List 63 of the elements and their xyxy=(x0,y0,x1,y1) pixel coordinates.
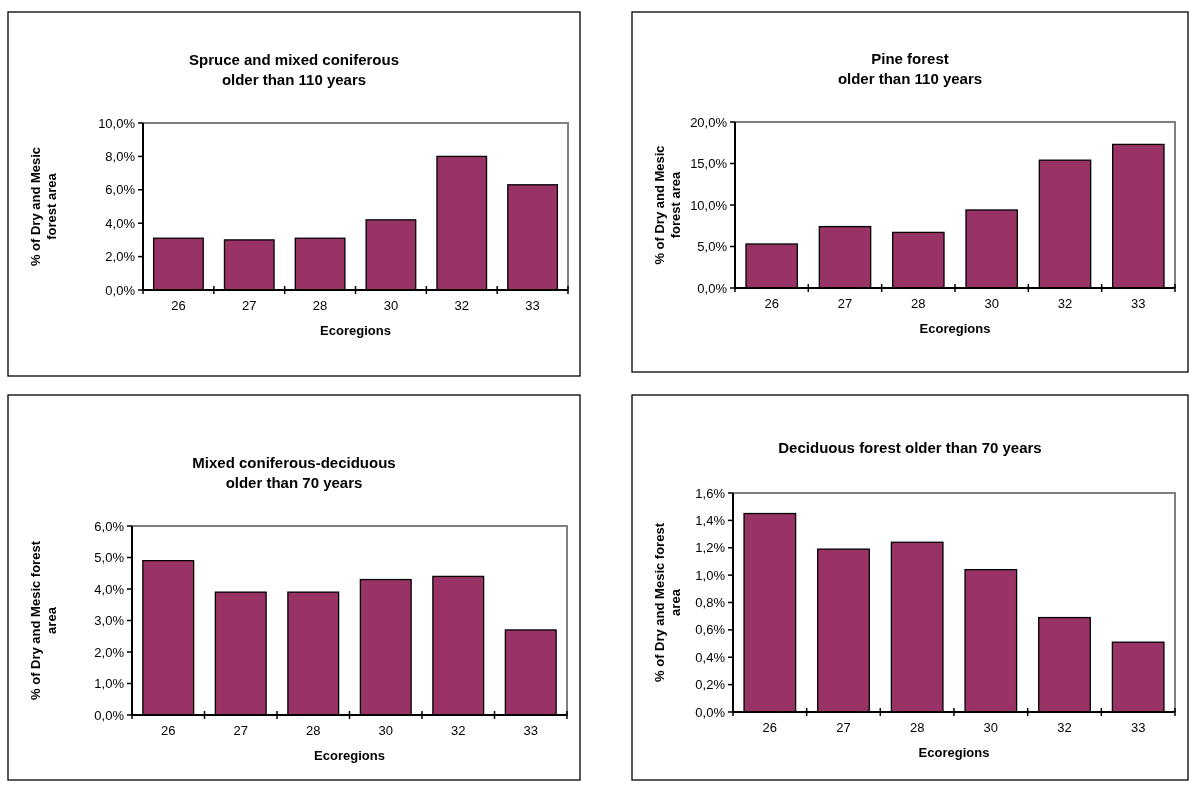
y-tick-label: 0,6% xyxy=(695,622,726,638)
y-axis-title: % of Dry and Mesic forest area xyxy=(28,540,59,700)
y-tick-label: 15,0% xyxy=(690,156,728,172)
y-axis-title: % of Dry and Mesic forest area xyxy=(652,522,683,682)
x-tick-label: 27 xyxy=(836,720,851,735)
y-tick-label: 0,0% xyxy=(105,282,136,298)
x-tick-label: 32 xyxy=(1057,296,1073,311)
x-tick-label: 27 xyxy=(837,296,853,311)
x-tick-label: 26 xyxy=(161,723,176,738)
y-tick-label: 5,0% xyxy=(697,239,728,255)
x-tick-label: 27 xyxy=(242,298,257,313)
y-tick-label: 10,0% xyxy=(690,197,728,213)
y-tick-label: 0,8% xyxy=(695,595,726,611)
y-tick-label: 3,0% xyxy=(94,613,125,629)
y-tick-label: 1,0% xyxy=(695,567,726,583)
y-tick-label: 0,2% xyxy=(695,677,726,693)
x-tick-label: 32 xyxy=(451,723,466,738)
x-axis-title: Ecoregions xyxy=(918,745,990,760)
x-tick-label: 33 xyxy=(1130,720,1146,735)
y-tick-label: 2,0% xyxy=(94,644,125,660)
y-tick-label: 0,4% xyxy=(695,649,726,665)
x-tick-label: 28 xyxy=(911,296,926,311)
x-tick-label: 30 xyxy=(378,723,393,738)
y-tick-label: 1,0% xyxy=(94,676,125,692)
y-axis-title: % of Dry and Mesic forest area xyxy=(28,146,59,267)
x-tick-label: 32 xyxy=(1057,720,1072,735)
y-tick-label: 4,0% xyxy=(105,215,136,231)
y-tick-label: 1,6% xyxy=(695,485,726,501)
y-tick-label: 1,4% xyxy=(695,512,726,528)
chart-title: Deciduous forest older than 70 years xyxy=(778,439,1042,456)
y-tick-label: 4,0% xyxy=(94,581,125,597)
x-axis-title: Ecoregions xyxy=(314,748,385,763)
x-axis-title: Ecoregions xyxy=(919,321,991,336)
y-axis-title: % of Dry and Mesic forest area xyxy=(652,145,683,265)
x-tick-label: 30 xyxy=(984,296,999,311)
x-tick-label: 26 xyxy=(764,296,779,311)
y-tick-label: 6,0% xyxy=(94,518,125,534)
y-tick-label: 20,0% xyxy=(690,114,728,130)
x-tick-label: 28 xyxy=(909,720,925,735)
chart-title: Pine forest older than 110 years xyxy=(837,50,983,87)
x-tick-label: 32 xyxy=(454,298,469,313)
x-tick-label: 28 xyxy=(306,723,321,738)
chart-title: Spruce and mixed coniferous older than 110 years xyxy=(188,51,400,88)
y-tick-label: 2,0% xyxy=(105,249,136,265)
x-tick-label: 28 xyxy=(312,298,328,313)
y-tick-label: 0,0% xyxy=(94,707,125,723)
y-tick-label: 5,0% xyxy=(94,550,125,566)
y-tick-label: 8,0% xyxy=(105,148,136,164)
y-tick-label: 0,0% xyxy=(697,280,728,296)
y-tick-label: 6,0% xyxy=(105,182,136,198)
x-tick-label: 27 xyxy=(233,723,248,738)
x-tick-label: 26 xyxy=(762,720,778,735)
chart-title: Mixed coniferous-deciduous older than 70 years xyxy=(192,454,396,491)
x-tick-label: 33 xyxy=(525,298,540,313)
x-tick-label: 30 xyxy=(383,298,399,313)
y-tick-label: 0,0% xyxy=(695,704,726,720)
y-tick-label: 10,0% xyxy=(98,115,136,131)
x-tick-label: 30 xyxy=(983,720,999,735)
x-axis-title: Ecoregions xyxy=(320,323,391,338)
x-tick-label: 33 xyxy=(523,723,538,738)
x-tick-label: 26 xyxy=(171,298,186,313)
x-tick-label: 33 xyxy=(1131,296,1146,311)
y-tick-label: 1,2% xyxy=(695,540,726,556)
